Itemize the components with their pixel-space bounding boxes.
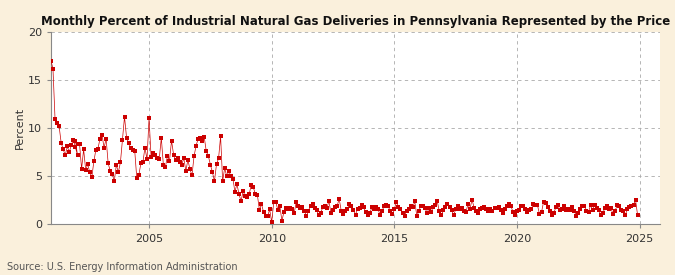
Text: Source: U.S. Energy Information Administration: Source: U.S. Energy Information Administ… — [7, 262, 238, 272]
Y-axis label: Percent: Percent — [15, 107, 25, 149]
Title: Monthly Percent of Industrial Natural Gas Deliveries in Pennsylvania Represented: Monthly Percent of Industrial Natural Ga… — [41, 15, 670, 28]
